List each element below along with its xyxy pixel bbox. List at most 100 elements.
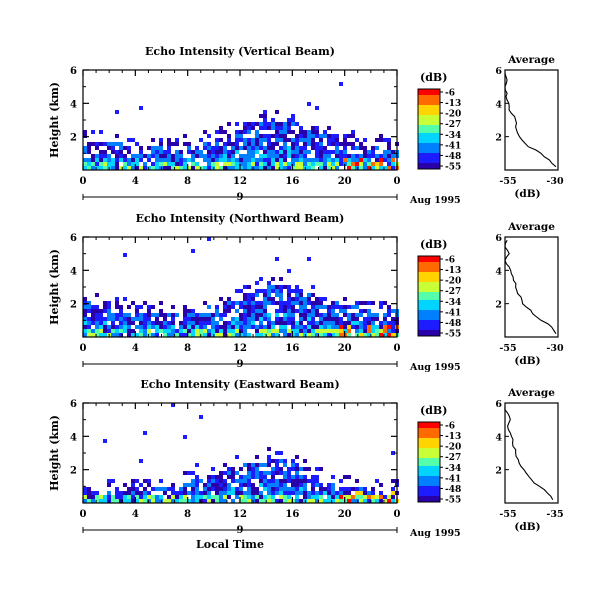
heatmap-cell	[379, 329, 383, 333]
heatmap-cell	[311, 499, 315, 503]
heatmap-cell	[307, 297, 311, 301]
heatmap-cell	[295, 463, 299, 467]
heatmap-cell	[351, 313, 355, 317]
heatmap-cell	[267, 289, 271, 293]
heatmap-cell	[123, 313, 127, 317]
heatmap-cell	[259, 495, 263, 499]
heatmap-cell	[171, 313, 175, 317]
heatmap-cell	[323, 329, 327, 333]
heatmap-cell	[131, 301, 135, 305]
heatmap-cell	[227, 301, 231, 305]
heatmap-cell	[215, 329, 219, 333]
heatmap-cell	[95, 158, 99, 162]
heatmap-cell	[311, 329, 315, 333]
heatmap-cell	[207, 313, 211, 317]
heatmap-cell	[251, 313, 255, 317]
heatmap-cell	[339, 317, 343, 321]
heatmap-cell	[247, 166, 251, 170]
heatmap-cell	[195, 479, 199, 483]
avg-profile-line	[504, 240, 557, 334]
heatmap-cell	[275, 301, 279, 305]
heatmap-cell	[271, 134, 275, 138]
heatmap-cell	[295, 297, 299, 301]
colorbar-segment	[418, 328, 440, 331]
heatmap-cell	[319, 162, 323, 166]
colorbar-segment	[418, 294, 440, 297]
heatmap-cell	[155, 325, 159, 329]
heatmap-cell	[331, 495, 335, 499]
heatmap-cell	[207, 154, 211, 158]
heatmap-cell	[171, 166, 175, 170]
heatmap-cell	[371, 317, 375, 321]
heatmap-cell	[143, 479, 147, 483]
colorbar-segment	[418, 432, 440, 435]
heatmap-cell	[167, 158, 171, 162]
colorbar-segment	[418, 105, 440, 108]
heatmap-cell	[239, 487, 243, 491]
heatmap-cell	[283, 158, 287, 162]
heatmap-cell	[127, 305, 131, 309]
colorbar-tick-label: -13	[445, 432, 461, 442]
heatmap-cell	[279, 459, 283, 463]
heatmap-cell	[247, 325, 251, 329]
heatmap-cell	[215, 158, 219, 162]
heatmap-cell	[271, 297, 275, 301]
heatmap-cell	[235, 495, 239, 499]
x-tick-label: 20	[338, 343, 352, 354]
heatmap-cell	[383, 313, 387, 317]
heatmap-cell	[263, 166, 267, 170]
heatmap-cell	[251, 126, 255, 130]
heatmap-cell	[183, 491, 187, 495]
heatmap-cell	[99, 495, 103, 499]
heatmap-cell	[199, 491, 203, 495]
heatmap-cell	[111, 317, 115, 321]
y-tick-label: 2	[70, 300, 77, 311]
heatmap-cell	[363, 158, 367, 162]
heatmap-cell	[227, 166, 231, 170]
heatmap-cell	[211, 313, 215, 317]
heatmap-cell	[127, 333, 131, 337]
heatmap-cell	[315, 150, 319, 154]
heatmap-cell	[187, 142, 191, 146]
heatmap-cell	[223, 487, 227, 491]
heatmap-cell	[331, 158, 335, 162]
heatmap-cell	[355, 479, 359, 483]
heatmap-cell	[287, 313, 291, 317]
heatmap-cell	[107, 146, 111, 150]
heatmap-cell	[127, 158, 131, 162]
heatmap-cell	[347, 305, 351, 309]
heatmap-cell	[291, 479, 295, 483]
heatmap-cell	[307, 325, 311, 329]
heatmap-cell	[263, 138, 267, 142]
heatmap-cell	[227, 150, 231, 154]
avg-y-tick-label: 4	[495, 99, 502, 110]
avg-x-tick-label: -30	[546, 343, 564, 354]
heatmap-cell	[271, 471, 275, 475]
heatmap-cell	[203, 491, 207, 495]
colorbar-tick-label: -27	[445, 287, 461, 297]
heatmap-cell	[247, 293, 251, 297]
heatmap-cell	[259, 499, 263, 503]
heatmap-cell	[367, 333, 371, 337]
heatmap-cell	[335, 495, 339, 499]
colorbar-segment	[418, 464, 440, 467]
heatmap-cell	[267, 162, 271, 166]
heatmap-cell	[255, 317, 259, 321]
heatmap-cell	[211, 325, 215, 329]
heatmap-cell	[303, 467, 307, 471]
heatmap-cell	[295, 487, 299, 491]
heatmap-cell	[131, 491, 135, 495]
heatmap-cell	[311, 293, 315, 297]
heatmap-cell	[127, 325, 131, 329]
heatmap-cell	[295, 138, 299, 142]
avg-y-tick-label: 2	[495, 300, 502, 311]
heatmap-cell	[195, 317, 199, 321]
heatmap-cell	[343, 309, 347, 313]
heatmap-cell	[191, 166, 195, 170]
heatmap-cell	[163, 487, 167, 491]
heatmap-cell	[335, 313, 339, 317]
heatmap-cell	[227, 297, 231, 301]
heatmap-cell	[247, 142, 251, 146]
heatmap-cell	[243, 142, 247, 146]
heatmap-cell	[247, 463, 251, 467]
